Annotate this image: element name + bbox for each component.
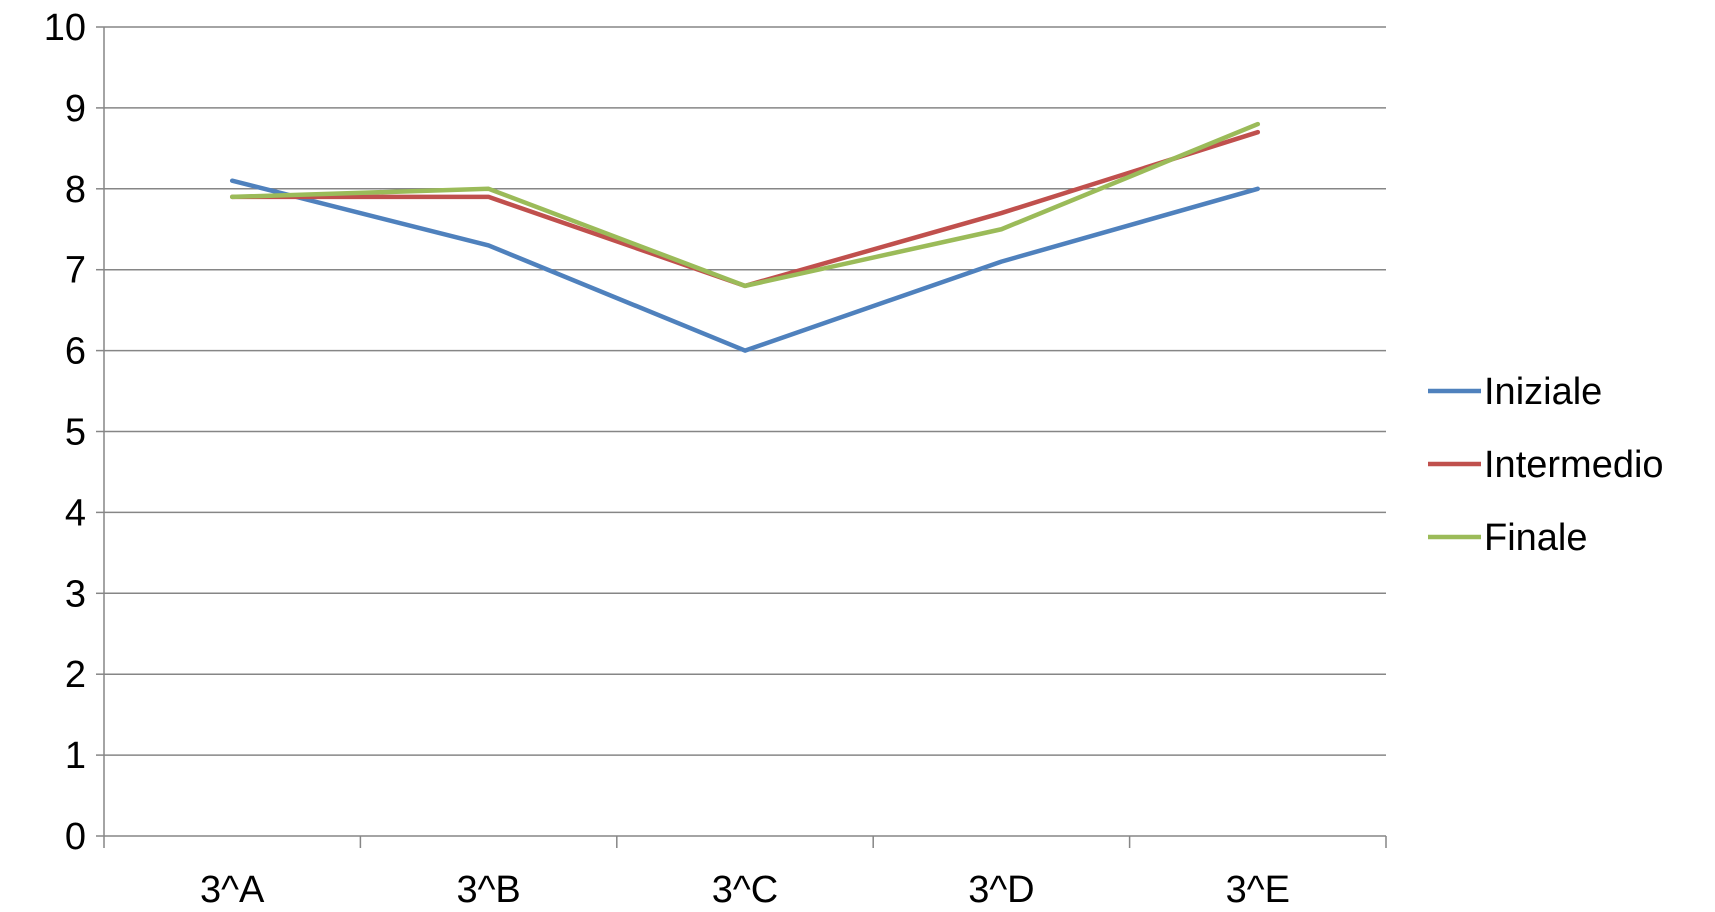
x-tick-label: 3^D (968, 869, 1034, 911)
series-line-intermedio (229, 129, 1261, 289)
y-tick-label: 4 (65, 492, 86, 534)
y-tick-label: 5 (65, 412, 86, 454)
y-tick-label: 2 (65, 654, 86, 696)
y-tick-label: 8 (65, 169, 86, 211)
y-tick-label: 10 (44, 7, 86, 49)
x-tick-label: 3^E (1226, 869, 1290, 911)
legend-label: Finale (1484, 517, 1588, 559)
x-tick-label: 3^C (712, 869, 778, 911)
x-tick-label: 3^A (200, 869, 265, 911)
series-line-finale (229, 121, 1261, 289)
x-tick-label: 3^B (456, 869, 520, 911)
y-tick-label: 9 (65, 88, 86, 130)
series-line-iniziale (229, 178, 1261, 353)
axes (96, 26, 1387, 848)
legend-label: Iniziale (1484, 371, 1602, 413)
y-tick-label: 1 (65, 735, 86, 777)
x-axis-tick-labels: 3^A 3^B 3^C 3^D 3^E (200, 869, 1290, 911)
gridlines (104, 26, 1386, 756)
series-lines (229, 121, 1261, 353)
legend-label: Intermedio (1484, 444, 1664, 486)
y-tick-label: 6 (65, 331, 86, 373)
y-tick-label: 3 (65, 573, 86, 615)
legend: Iniziale Intermedio Finale (1428, 371, 1664, 559)
y-tick-label: 7 (65, 250, 86, 292)
y-axis-tick-labels: 0 1 2 3 4 5 6 7 8 9 10 (44, 7, 86, 858)
y-tick-label: 0 (65, 816, 86, 858)
